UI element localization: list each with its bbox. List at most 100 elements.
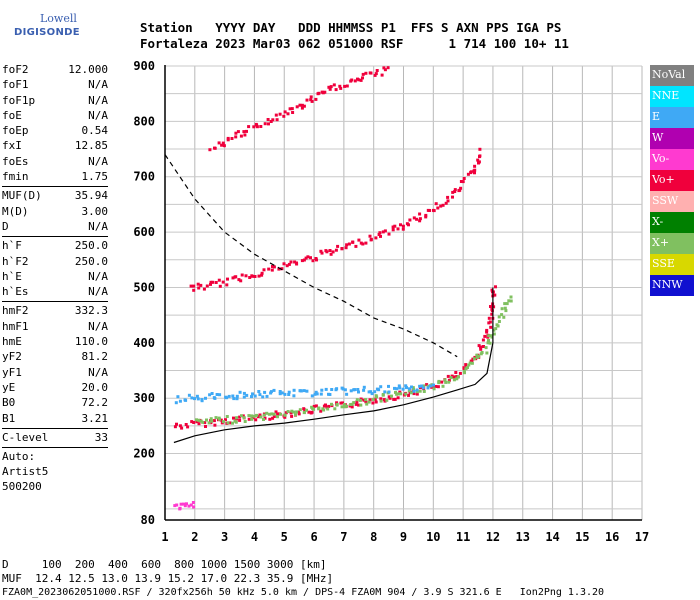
trace-point xyxy=(263,122,267,126)
trace-point xyxy=(248,276,252,279)
trace-point xyxy=(204,396,207,400)
trace-point xyxy=(412,392,416,396)
param-value: 110.0 xyxy=(74,335,108,349)
trace-point xyxy=(243,420,247,423)
trace-point xyxy=(426,384,430,388)
trace-point xyxy=(422,390,426,393)
station-header: Station YYYY DAY DDD HHMMSS P1 FFS S AXN… xyxy=(140,20,569,52)
trace-point xyxy=(487,334,491,338)
trace-point xyxy=(242,416,246,420)
trace-point xyxy=(192,284,196,288)
trace-point xyxy=(300,259,304,263)
param-name: fxI xyxy=(2,139,22,153)
trace-point xyxy=(379,234,382,238)
trace-point xyxy=(371,397,375,401)
trace-point xyxy=(230,137,234,140)
trace-point xyxy=(473,168,477,172)
trace-point xyxy=(276,412,280,416)
param-name: D xyxy=(2,219,9,233)
param-value: 332.3 xyxy=(74,304,108,318)
trace-point xyxy=(225,283,229,287)
param-name: foF2 xyxy=(2,63,29,76)
trace-point xyxy=(284,411,288,415)
trace-point xyxy=(247,125,251,129)
trace-point xyxy=(401,224,405,228)
trace-point xyxy=(444,380,448,384)
trace-point xyxy=(492,305,496,309)
trace-point xyxy=(302,411,306,414)
trace-point xyxy=(418,217,422,221)
trace-point xyxy=(265,411,269,415)
trace-point xyxy=(434,385,438,388)
trace-point xyxy=(364,400,368,404)
trace-point xyxy=(324,387,328,391)
trace-point xyxy=(240,414,243,418)
trace-point xyxy=(257,274,261,278)
trace-point xyxy=(415,217,419,221)
param-name: foF1 xyxy=(2,78,29,92)
param-row: M(D) 3.00 xyxy=(2,204,108,219)
trace-point xyxy=(299,389,303,393)
trace-point xyxy=(412,387,415,391)
trace-point xyxy=(253,394,257,398)
trace-point xyxy=(459,186,463,190)
trace-point xyxy=(467,363,471,367)
trace-point xyxy=(272,412,276,416)
param-row: yE 20.0 xyxy=(2,380,108,395)
trace-point xyxy=(396,227,400,231)
trace-point xyxy=(197,286,201,290)
trace-point xyxy=(232,416,235,420)
x-tick-label: 4 xyxy=(251,530,258,544)
trace-point xyxy=(339,401,343,405)
trace-point xyxy=(473,171,476,175)
trace-point xyxy=(393,224,397,228)
param-name: foE xyxy=(2,108,22,122)
trace-point xyxy=(228,421,232,425)
trace-point xyxy=(307,410,311,414)
trace-point xyxy=(432,387,436,391)
trace-point xyxy=(487,339,490,342)
trace-point xyxy=(361,72,365,76)
trace-point xyxy=(404,392,408,396)
trace-point xyxy=(250,274,254,278)
trace-point xyxy=(390,394,393,398)
trace-point xyxy=(271,265,274,268)
trace-point xyxy=(236,130,240,134)
trace-point xyxy=(262,413,266,417)
trace-point xyxy=(350,78,354,82)
trace-point xyxy=(266,118,270,121)
trace-point xyxy=(398,390,402,394)
trace-point xyxy=(380,73,384,77)
trace-point xyxy=(383,399,387,403)
trace-point xyxy=(374,236,378,240)
trace-point xyxy=(379,399,383,403)
trace-point xyxy=(305,408,308,412)
trace-point xyxy=(357,403,361,407)
trace-point xyxy=(468,361,472,365)
trace-point xyxy=(314,97,318,101)
trace-point xyxy=(179,502,183,506)
trace-point xyxy=(220,143,224,147)
trace-point xyxy=(254,122,258,126)
auto-line1: Auto: xyxy=(2,450,36,464)
trace-point xyxy=(292,388,296,392)
param-row: B1 3.21 xyxy=(2,411,108,426)
trace-point xyxy=(500,313,504,317)
x-tick-label: 12 xyxy=(486,530,500,544)
trace-point xyxy=(314,390,318,394)
param-value: N/A xyxy=(88,269,108,283)
trace-point xyxy=(343,84,347,88)
trace-point xyxy=(477,160,481,164)
trace-point xyxy=(356,388,360,391)
trace-point xyxy=(453,190,457,193)
trace-point xyxy=(489,334,493,338)
trace-point xyxy=(407,393,410,397)
trace-point xyxy=(497,315,501,319)
trace-point xyxy=(383,229,387,233)
trace-point xyxy=(250,395,253,399)
param-row: foE N/A xyxy=(2,108,108,123)
auto-line3: 500200 xyxy=(2,480,42,494)
x-tick-label: 11 xyxy=(456,530,470,544)
trace-point xyxy=(344,246,348,250)
trace-point xyxy=(290,107,294,111)
